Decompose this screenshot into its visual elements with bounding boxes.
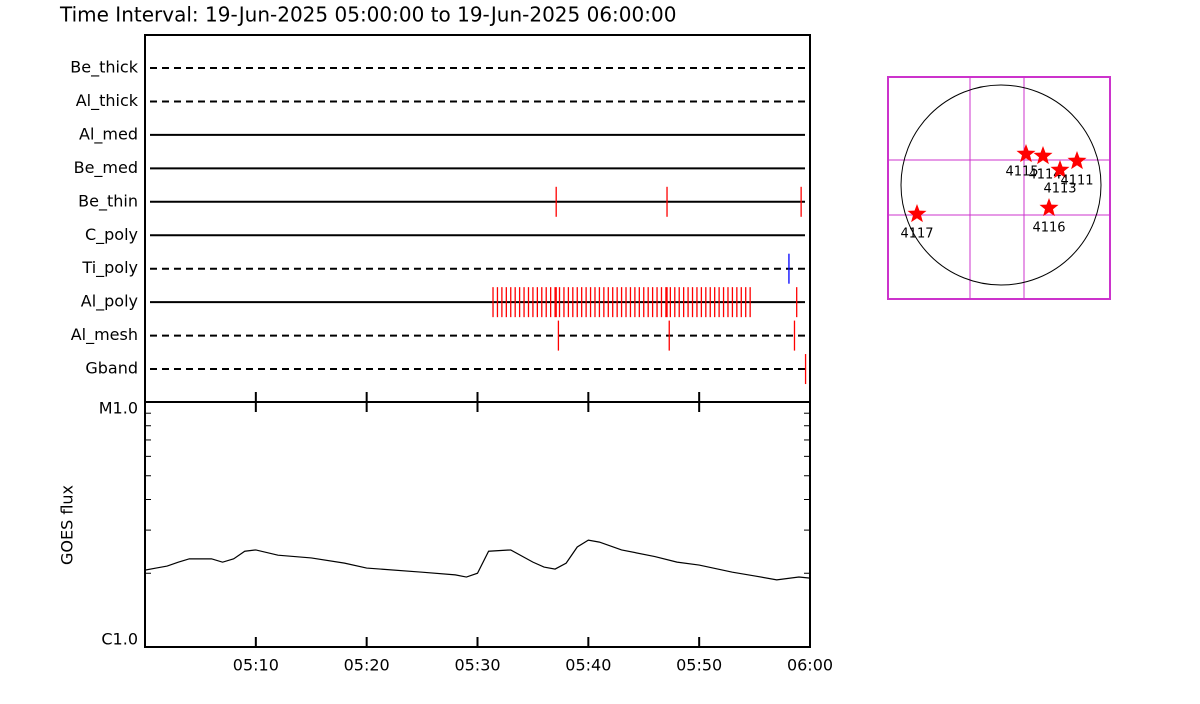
y-tick-label: C1.0 bbox=[101, 630, 138, 649]
region-star bbox=[1033, 146, 1053, 165]
y-label: GOES flux bbox=[58, 485, 77, 565]
region-star bbox=[1016, 144, 1036, 163]
region-label: 4111 bbox=[1060, 174, 1093, 189]
filter-label: Al_mesh bbox=[71, 325, 138, 345]
y-tick-label: M1.0 bbox=[99, 399, 138, 418]
x-tick-label: 05:40 bbox=[565, 656, 611, 675]
region-star bbox=[1067, 151, 1087, 170]
x-tick-label: 06:00 bbox=[787, 656, 833, 675]
filter-label: Gband bbox=[85, 359, 138, 378]
title: Time Interval: 19-Jun-2025 05:00:00 to 1… bbox=[59, 3, 676, 27]
region-star bbox=[1050, 160, 1070, 179]
x-tick-label: 05:50 bbox=[676, 656, 722, 675]
filter-label: Al_med bbox=[79, 124, 138, 144]
filter-label: Be_thick bbox=[70, 58, 138, 78]
region-label: 4114 bbox=[1028, 168, 1061, 183]
filter-label: Be_med bbox=[74, 158, 138, 178]
region-label: 4115 bbox=[1005, 165, 1038, 180]
region-label: 4117 bbox=[900, 227, 933, 242]
x-tick-label: 05:30 bbox=[454, 656, 500, 675]
filter-label: Ti_poly bbox=[81, 258, 138, 278]
filter-label: C_poly bbox=[85, 225, 138, 245]
region-star bbox=[907, 204, 927, 223]
filter-label: Be_thin bbox=[78, 191, 138, 211]
region-label: 4116 bbox=[1032, 221, 1065, 236]
goes-curve bbox=[144, 539, 811, 581]
filter-label: Al_poly bbox=[81, 292, 138, 312]
map-frame bbox=[887, 76, 1111, 300]
filter-label: Al_thick bbox=[76, 91, 139, 111]
region-star bbox=[1039, 198, 1059, 217]
x-tick-label: 05:10 bbox=[233, 656, 279, 675]
plot-frame bbox=[144, 34, 811, 648]
solar-limb bbox=[900, 84, 1102, 286]
x-tick-label: 05:20 bbox=[344, 656, 390, 675]
region-label: 4113 bbox=[1043, 182, 1076, 197]
